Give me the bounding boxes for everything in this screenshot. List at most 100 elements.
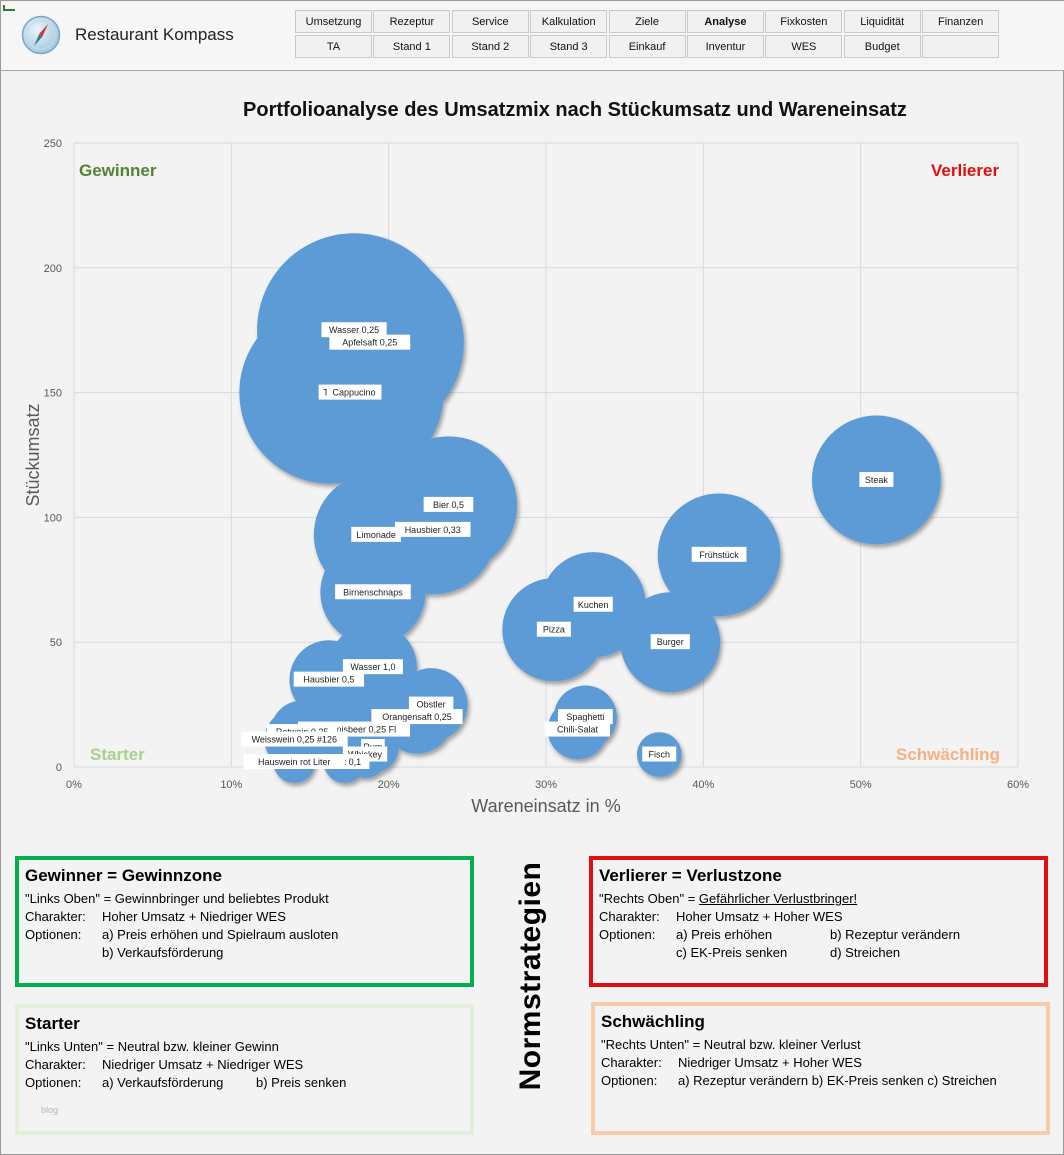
data-label-box xyxy=(342,659,403,675)
nav-button-liquidität[interactable]: Liquidität xyxy=(843,10,921,33)
box-description: "Rechts Unten" = Neutral bzw. kleiner Ve… xyxy=(601,1037,861,1052)
data-label: Hausbier 0,33 xyxy=(394,521,471,537)
data-label: Weisswein 0,25 #126 xyxy=(240,731,348,747)
data-label-text: Steak xyxy=(865,475,889,485)
data-label-box xyxy=(293,671,365,687)
option-b: b) Preis senken xyxy=(256,1075,347,1090)
y-tick-label: 100 xyxy=(44,512,62,524)
nav-button-kalkulation[interactable]: Kalkulation xyxy=(530,10,608,33)
nav-button-service[interactable]: Service xyxy=(451,10,529,33)
x-tick-label: 20% xyxy=(378,779,400,791)
options-label: Optionen: xyxy=(25,1075,82,1090)
data-label-box xyxy=(321,322,387,338)
data-label-box xyxy=(650,634,690,650)
character-label: Charakter: xyxy=(601,1055,662,1070)
options-label: Optionen: xyxy=(25,927,82,942)
option-c: c) Streichen xyxy=(927,1073,997,1088)
box-description: "Links Oben" = Gewinnbringer und beliebt… xyxy=(25,891,329,906)
box-description-emphasis: Gefährlicher Verlustbringer! xyxy=(698,891,858,906)
nav-button-einkauf[interactable]: Einkauf xyxy=(608,35,686,58)
data-label: Steak xyxy=(859,471,894,487)
data-label-box xyxy=(394,521,471,537)
data-label-box xyxy=(536,621,571,637)
nav-button-rezeptur[interactable]: Rezeptur xyxy=(373,10,451,33)
data-label-text: Apfelsaft 0,25 xyxy=(342,338,397,348)
bubble-group xyxy=(239,233,941,784)
nav-button-inventur[interactable]: Inventur xyxy=(686,35,764,58)
chart-title: Portfolioanalyse des Umsatzmix nach Stüc… xyxy=(243,99,907,121)
character-value: Niedriger Umsatz + Niedriger WES xyxy=(102,1057,304,1072)
data-label-box xyxy=(642,746,677,762)
nav-button-fixkosten[interactable]: Fixkosten xyxy=(765,10,843,33)
x-tick-label: 60% xyxy=(1007,779,1029,791)
data-label: Wasser 1,0 xyxy=(342,659,403,675)
option-b: b) Rezeptur verändern xyxy=(830,927,961,942)
data-label: Obstler xyxy=(408,696,454,712)
data-label: Fisch xyxy=(642,746,677,762)
data-label-text: Limonade xyxy=(356,530,396,540)
data-label-text: Bier 0,5 xyxy=(433,500,464,510)
quadrant-label-verlierer: Verlierer xyxy=(931,161,1000,180)
data-label-box xyxy=(573,596,613,612)
data-label-box xyxy=(371,709,463,725)
nav-button-wes[interactable]: WES xyxy=(765,35,843,58)
x-tick-label: 40% xyxy=(692,779,714,791)
x-tick-label: 10% xyxy=(220,779,242,791)
character-value: Niedriger Umsatz + Hoher WES xyxy=(678,1055,862,1070)
navigation-grid: Umsetzung Rezeptur Service Kalkulation Ziele… xyxy=(295,10,1000,58)
data-label: Apfelsaft 0,25 xyxy=(329,334,411,350)
nav-button-stand-2[interactable]: Stand 2 xyxy=(451,35,529,58)
nav-button-finanzen[interactable]: Finanzen xyxy=(922,10,1000,33)
data-label-text: Orangensaft 0,25 xyxy=(382,712,452,722)
x-tick-label: 50% xyxy=(850,779,872,791)
option-c: c) EK-Preis senken xyxy=(676,945,788,960)
nav-button-budget[interactable]: Budget xyxy=(843,35,921,58)
data-label: Cappucino xyxy=(326,384,382,400)
x-axis-label: Wareneinsatz in % xyxy=(471,796,620,816)
box-title: Schwächling xyxy=(601,1012,705,1031)
schwaechling-strategy-box: Schwächling "Rechts Unten" = Neutral bzw… xyxy=(591,1002,1050,1135)
compass-icon[interactable] xyxy=(21,15,61,55)
option-a: a) Preis erhöhen xyxy=(676,927,773,942)
nav-button-ziele[interactable]: Ziele xyxy=(608,10,686,33)
data-label-box xyxy=(335,584,411,600)
option-a: a) Preis erhöhen und Spielraum ausloten xyxy=(102,927,339,942)
data-label-text: Frühstück xyxy=(699,550,739,560)
bubble-chart: 0% 10% 20% 30% 40% 50% 60% 0 50 100 150 200 250 Waren… xyxy=(23,138,1029,816)
nav-button-stand-1[interactable]: Stand 1 xyxy=(373,35,451,58)
y-tick-label: 200 xyxy=(44,263,62,275)
box-title: Gewinner = Gewinnzone xyxy=(25,866,222,885)
data-label-text: Wasser 1,0 xyxy=(350,662,395,672)
option-a: a) Verkaufsförderung xyxy=(102,1075,224,1090)
y-tick-label: 0 xyxy=(56,762,62,774)
data-label-text: Wasser 0,25 xyxy=(329,325,379,335)
starter-strategy-box: Starter "Links Unten" = Neutral bzw. kle… xyxy=(15,1004,474,1135)
data-label-text: Obstler xyxy=(417,700,446,710)
nav-button-stand-3[interactable]: Stand 3 xyxy=(530,35,608,58)
character-value: Hoher Umsatz + Niedriger WES xyxy=(102,909,286,924)
data-label-text: Chili-Salat xyxy=(557,725,599,735)
options-label: Optionen: xyxy=(599,927,656,942)
box-description: "Links Unten" = Neutral bzw. kleiner Gew… xyxy=(25,1039,279,1054)
data-label-box xyxy=(351,526,401,542)
data-label-box xyxy=(243,754,346,770)
data-label-text: Birnenschnaps xyxy=(343,587,403,597)
gewinner-strategy-box: Gewinner = Gewinnzone "Links Oben" = Gew… xyxy=(15,856,474,987)
data-label-text: Spaghetti xyxy=(566,712,604,722)
nav-button-empty-2[interactable] xyxy=(922,35,1000,58)
data-label: Birnenschnaps xyxy=(335,584,411,600)
option-a: a) Rezeptur verändern xyxy=(678,1073,809,1088)
data-label: Wasser 0,25 xyxy=(321,322,387,338)
nav-button-ta[interactable]: TA xyxy=(295,35,372,58)
data-label-text: Hauswein rot Liter xyxy=(258,757,331,767)
nav-button-umsetzung[interactable]: Umsetzung xyxy=(295,10,372,33)
y-tick-label: 250 xyxy=(44,138,62,150)
character-label: Charakter: xyxy=(25,909,86,924)
nav-button-analyse[interactable]: Analyse xyxy=(686,10,764,33)
y-tick-label: 150 xyxy=(44,388,62,400)
data-label-box xyxy=(544,721,611,737)
x-tick-label: 0% xyxy=(66,779,82,791)
header-bar: Restaurant Kompass Umsetzung Rezeptur Serv… xyxy=(1,1,1064,71)
data-label-text: Burger xyxy=(657,637,684,647)
data-label: Hausbier 0,5 xyxy=(293,671,365,687)
